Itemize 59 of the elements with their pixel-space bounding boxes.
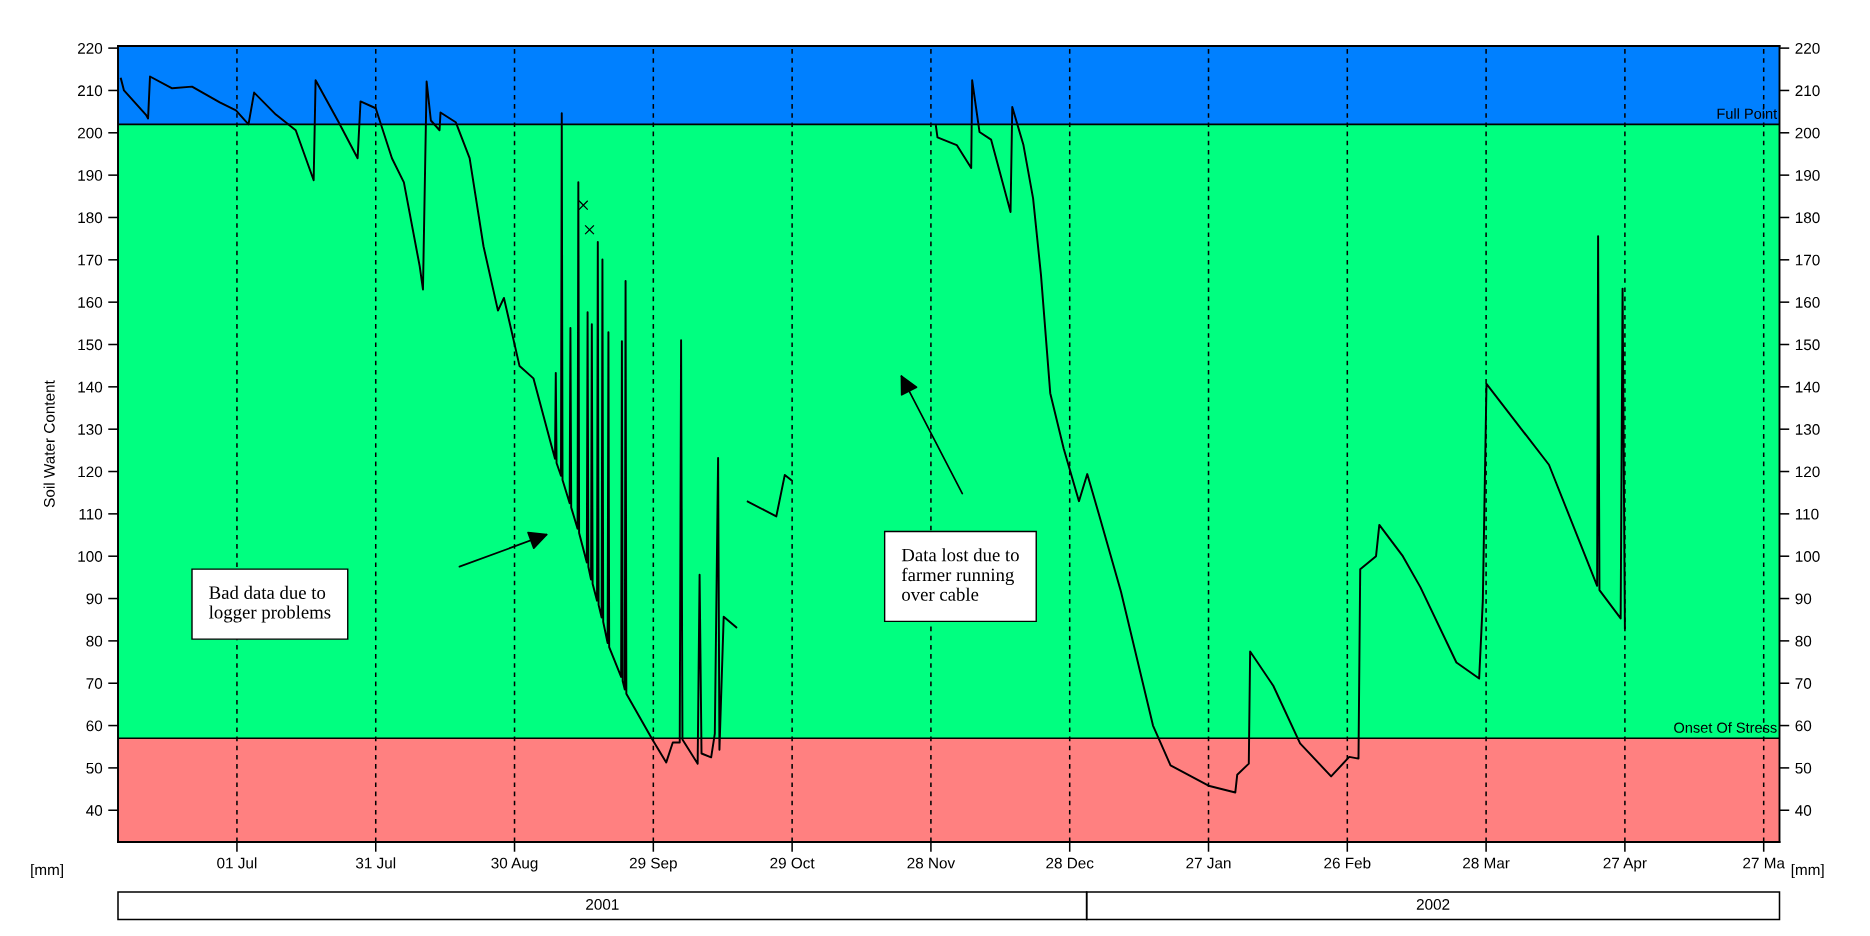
x-tick-label: 27 Ma: [1743, 857, 1785, 869]
x-tick-label: 27 Jan: [1186, 857, 1231, 869]
annotation: Bad data due to logger problems: [209, 585, 331, 623]
y-tick-label: 210: [78, 85, 103, 97]
y-tick-label: 100: [78, 551, 103, 562]
text: [mm]: [1791, 863, 1824, 879]
x-tick-label: 30 Aug: [491, 857, 538, 872]
y2-tick-label: 60: [1795, 720, 1812, 732]
ref-line-label: Onset Of Stress: [1674, 722, 1777, 733]
x-tick-label: 01 Jul: [217, 857, 257, 869]
y-tick-label: 40: [86, 805, 103, 816]
y2-tick-label: 100: [1795, 551, 1820, 562]
y-tick-label: 90: [86, 593, 103, 605]
annotation: Data lost due to farmer running over cable: [901, 548, 1019, 601]
y-tick-label: 110: [79, 508, 103, 520]
y-tick-label: 220: [78, 42, 103, 54]
y2-tick-label: 130: [1795, 424, 1820, 435]
y2-tick-label: 40: [1795, 805, 1812, 816]
y2-tick-label: 190: [1795, 170, 1820, 181]
y-tick-label: 160: [78, 297, 103, 308]
y2-tick-label: 90: [1795, 593, 1812, 605]
text: [mm]: [31, 863, 63, 879]
y-tick-label: 70: [86, 678, 103, 689]
y2-tick-label: 120: [1795, 466, 1820, 478]
y2-tick-label: 160: [1795, 297, 1820, 308]
y2-tick-label: 140: [1795, 381, 1820, 393]
x-tick-label: 28 Mar: [1463, 857, 1510, 869]
y-tick-label: 150: [78, 339, 103, 351]
y-tick-label: 60: [86, 720, 103, 732]
y-tick-label: 50: [86, 762, 103, 774]
y2-tick-label: 220: [1795, 42, 1820, 54]
x-tick-label: 29 Oct: [770, 857, 815, 869]
y2-tick-label: 180: [1795, 212, 1820, 224]
y2-tick-label: 210: [1795, 85, 1820, 97]
y-tick-label: 130: [78, 424, 103, 435]
x-tick-label: 31 Jul: [355, 857, 396, 869]
x-tick-label: 26 Feb: [1324, 857, 1371, 869]
x-tick-label: 29 Sep: [629, 857, 677, 872]
y-axis-title: Soil Water Content: [43, 380, 55, 508]
y2-tick-label: 50: [1795, 762, 1812, 774]
y-tick-label: 190: [78, 170, 103, 181]
y-tick-label: 80: [86, 635, 103, 647]
y2-tick-label: 80: [1795, 635, 1812, 647]
text: 2001: [586, 899, 619, 910]
y-tick-label: 170: [78, 254, 103, 266]
x-tick-label: 27 Apr: [1603, 857, 1647, 872]
y-tick-label: 200: [78, 127, 103, 139]
y2-tick-label: 70: [1795, 678, 1812, 689]
y-tick-label: 180: [78, 212, 103, 224]
x-tick-label: 28 Nov: [907, 857, 956, 869]
y2-tick-label: 170: [1795, 254, 1820, 266]
text: 2002: [1416, 899, 1450, 910]
ref-line-label: Full Point: [1717, 108, 1778, 119]
y-tick-label: 120: [78, 466, 103, 478]
x-tick-label: 28 Dec: [1046, 857, 1094, 869]
y2-tick-label: 200: [1795, 127, 1820, 139]
y-tick-label: 140: [78, 381, 103, 393]
y2-tick-label: 110: [1795, 508, 1819, 520]
y2-tick-label: 150: [1795, 339, 1820, 351]
